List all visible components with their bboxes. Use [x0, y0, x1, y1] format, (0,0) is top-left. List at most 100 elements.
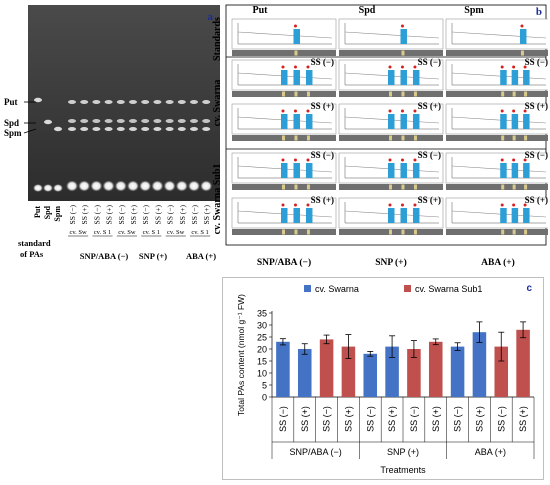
lane-strip-band	[413, 91, 417, 97]
lane-strip-band	[389, 91, 392, 97]
peak-marker	[281, 158, 285, 162]
spd-band-spot	[92, 119, 101, 123]
origin-spot	[127, 180, 139, 192]
peak-marker	[512, 203, 516, 207]
group-label: SNP/ABA (−)	[80, 251, 129, 261]
chromatogram-peak	[511, 70, 519, 85]
col-title-spm: Spm	[464, 5, 484, 16]
col-title-put: Put	[253, 5, 269, 16]
chromatogram-peak	[523, 114, 530, 129]
spd-band-spot	[80, 119, 89, 123]
origin-spot	[114, 180, 127, 192]
chromatogram-peak	[388, 70, 395, 85]
peak-marker	[500, 65, 504, 69]
legend-label-1: cv. Swarna Sub1	[415, 284, 482, 294]
sample-ss-label: SS (−)	[92, 205, 101, 225]
sample-cv-label: cv. Sw	[118, 229, 136, 236]
peak-marker	[512, 65, 516, 69]
peak-marker	[306, 203, 310, 207]
ss-label: SS (−)	[311, 57, 334, 67]
lane-strip-band	[401, 184, 405, 190]
tlc-bands	[33, 97, 213, 192]
origin-spot	[200, 180, 213, 192]
peak-marker	[293, 24, 297, 28]
put-band-spot	[177, 100, 186, 104]
chromatogram-grid: Put Spd Spm b Standards cv. Swarna cv. Swarna …	[212, 4, 550, 268]
band-pointer-line	[23, 128, 37, 134]
ss-label: SS (+)	[525, 195, 548, 205]
lane-strip-band	[306, 184, 310, 190]
chromatogram-peak	[281, 163, 288, 178]
lane-strip-band	[501, 229, 505, 235]
sample-cv-label: cv. Sw	[167, 229, 185, 236]
chromatogram-peak	[519, 29, 527, 44]
lane-strip-band	[501, 184, 505, 190]
chromatogram-peak	[281, 114, 288, 129]
bar	[341, 346, 356, 397]
spm-band-spot	[129, 127, 137, 131]
chromatogram-trend	[451, 210, 547, 218]
origin-spot	[78, 180, 91, 192]
chromatogram-peak	[400, 29, 407, 44]
category-label: SS (−)	[278, 406, 288, 432]
spd-band-spot	[202, 119, 211, 123]
chromatogram-peak	[412, 114, 420, 129]
chromatogram-peak	[293, 70, 300, 85]
put-band-spot	[104, 100, 113, 104]
lane-strip-band	[306, 135, 310, 141]
lane-strip-band	[524, 229, 528, 235]
sample-ss-label: SS (+)	[178, 205, 187, 225]
peak-marker	[500, 203, 504, 207]
group-label: ABA (+)	[475, 447, 506, 457]
chromatogram-peak	[500, 70, 507, 85]
peak-marker	[520, 24, 524, 28]
category-label: SS (+)	[300, 406, 310, 432]
bar	[385, 346, 399, 397]
lane-strip-band	[294, 91, 298, 97]
chromatogram-peak	[523, 70, 530, 85]
standard-band-spot	[54, 126, 62, 132]
legend-swatch-0	[304, 285, 311, 292]
legend-label-0: cv. Swarna	[315, 284, 359, 294]
chromatogram-peak	[523, 208, 530, 223]
chromatogram-peak	[500, 208, 507, 223]
lane-strip-band	[524, 135, 528, 141]
origin-spot	[175, 180, 188, 192]
y-tick-label: 10	[257, 369, 267, 379]
lane-strip-band	[512, 229, 516, 235]
origin-spot	[188, 180, 200, 192]
lane-strip	[446, 91, 550, 97]
origin-spot	[151, 180, 164, 192]
origin-spot	[66, 180, 78, 192]
spd-band-spot	[141, 119, 150, 123]
chromatogram-peak	[305, 163, 313, 178]
lane-strip-band	[413, 135, 417, 141]
chromatogram-peak	[293, 29, 300, 44]
lane-strip-band	[389, 184, 392, 190]
peak-marker	[293, 109, 297, 113]
panel-b-letter: b	[536, 6, 542, 18]
chromatogram-peak	[293, 114, 300, 129]
band-label-spm: Spm	[4, 128, 22, 138]
peak-marker	[523, 158, 527, 162]
ss-label: SS (+)	[311, 101, 334, 111]
lane-strip-band	[401, 50, 405, 56]
standard-lane-label: Spd	[43, 205, 52, 219]
chromatogram-peak	[281, 208, 288, 223]
group-label-standard: standard of PAs	[18, 238, 51, 259]
group-label: SNP (+)	[387, 447, 419, 457]
ss-label: SS (+)	[311, 195, 334, 205]
category-label: SS (+)	[343, 406, 353, 432]
spd-band-spot	[153, 119, 162, 123]
spd-band-spot	[177, 119, 186, 123]
standard-lane-label: Put	[33, 206, 42, 218]
category-label: SS (+)	[387, 406, 397, 432]
origin-spot	[53, 184, 63, 192]
peak-marker	[523, 109, 527, 113]
chromatogram-trend	[451, 72, 547, 80]
chromatogram-peak	[412, 70, 420, 85]
sample-cv-label: cv. S 1	[191, 229, 208, 236]
ss-label: SS (−)	[418, 150, 441, 160]
standard-band-spot	[34, 97, 42, 103]
chromatogram-trend	[451, 116, 547, 124]
